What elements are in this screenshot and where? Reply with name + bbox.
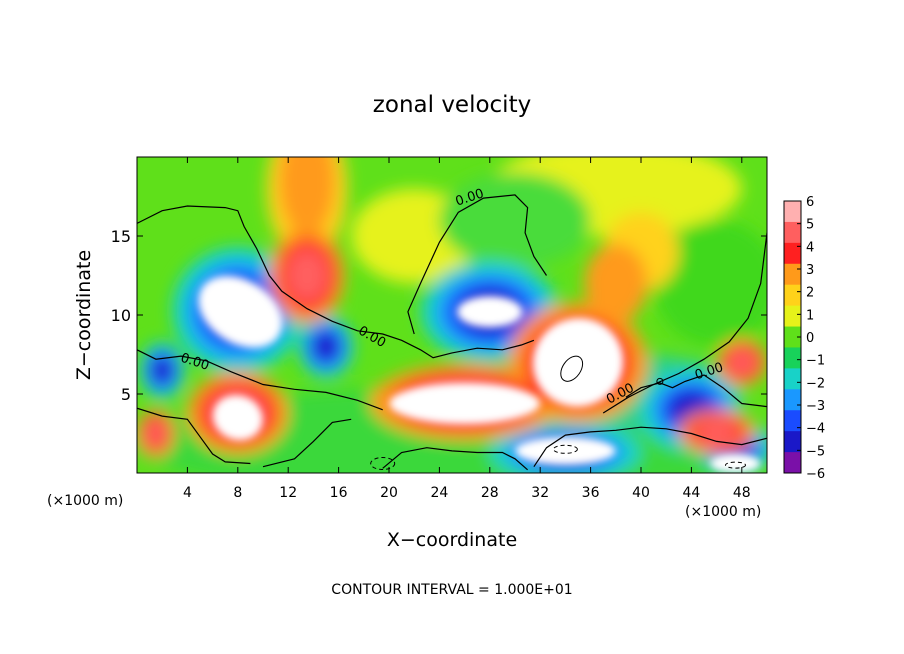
negative-contour [370,457,396,471]
colorbar: 6 5 4 3 2 1 0 −1 −2 −3 −4 −5 −6 [783,195,825,482]
colorbar-tick-label: 0 [806,331,814,346]
colorbar-swatch [784,221,801,244]
x-tick-label: 8 [233,485,242,501]
colorbar-tick-label: 3 [806,263,814,278]
zero-contour [625,374,767,408]
colorbar-tick-label: 4 [806,240,814,255]
colorbar-tick-label: 5 [806,218,814,233]
y-tick-label: 5 [121,385,131,404]
positive-lobe-core [145,420,167,447]
colorbar-swatch [784,368,801,390]
colorbar-swatch [784,410,801,432]
colorbar-tick-label: −5 [806,444,825,459]
x-axis-label: X−coordinate [387,529,517,551]
field-saturated-layer [198,275,761,473]
y-axis: 5 10 15 [111,227,767,404]
field-blob [653,220,767,347]
colorbar-swatch [784,389,801,411]
y-axis-unit: (×1000 m) [47,493,123,509]
x-tick-label: 20 [380,485,398,501]
x-tick-label: 28 [481,485,499,501]
colorbar-tick-label: 2 [806,286,814,301]
y-axis-label: Z−coordinate [73,250,95,380]
closed-contour [656,377,664,385]
x-tick-label: 36 [582,485,600,501]
x-tick-label: 4 [183,485,192,501]
saturated-min-core [198,275,283,348]
field-blob [439,172,591,268]
contour-label: 0.00 [582,265,611,280]
saturated-min-core [457,296,523,328]
zero-contour [533,426,767,468]
positive-lobe-core [727,349,756,376]
field-blob [584,243,648,323]
x-tick-label: 12 [279,485,297,501]
saturated-min-core [515,436,616,466]
colorbar-swatch [784,431,801,453]
chart-title: zonal velocity [373,92,531,118]
colorbar-swatch [784,201,801,223]
colorbar-swatch [784,263,801,286]
colorbar-swatch [784,347,801,369]
colorbar-tick-label: 1 [806,308,814,323]
zero-contour [137,407,251,465]
x-tick-label: 44 [682,485,700,501]
saturated-max-core [389,382,541,425]
colorbar-tick-label: −6 [806,467,825,482]
y-tick-label: 15 [111,227,131,246]
zero-contour [137,205,535,359]
saturated-max-core [212,395,263,441]
colorbar-tick-label: 6 [806,195,814,210]
saturated-max-core [532,317,624,407]
x-tick-label: 16 [330,485,348,501]
x-axis-unit: (×1000 m) [685,504,761,520]
heatmap-field: 0.000.000.000.000.000.00 [137,157,767,473]
negative-lobe-core [313,332,339,361]
x-tick-label: 48 [733,485,751,501]
colorbar-tick-label: −2 [806,376,825,391]
zero-contour [407,194,548,335]
colorbar-swatch [784,284,801,307]
colorbar-tick-label: −4 [806,422,825,437]
zero-contour [137,349,383,411]
negative-contour [552,444,578,454]
saturated-min-core [710,454,761,473]
closed-contour [560,355,584,382]
colorbar-swatch [784,452,801,474]
field-blob [279,157,335,236]
zero-contour [602,232,767,414]
x-tick-label: 40 [632,485,650,501]
x-tick-label: 32 [531,485,549,501]
x-axis: 4 8 12 16 20 24 28 32 36 40 44 48 [183,157,751,501]
colorbar-swatch [784,305,801,328]
x-tick-label: 24 [430,485,448,501]
negative-contour [725,461,746,469]
contour-interval-note: CONTOUR INTERVAL = 1.000E+01 [331,582,572,598]
positive-lobe-core [286,249,328,302]
colorbar-swatch [784,326,801,348]
colorbar-tick-label: −3 [806,399,825,414]
zero-contour [262,418,352,468]
zero-contour-lines [137,194,767,471]
colorbar-tick-label: −1 [806,354,825,369]
colorbar-swatch [784,242,801,265]
y-tick-label: 10 [111,306,131,325]
zero-contour [382,447,528,471]
negative-lobe-core [151,357,173,384]
positive-lobe-core [695,419,738,445]
